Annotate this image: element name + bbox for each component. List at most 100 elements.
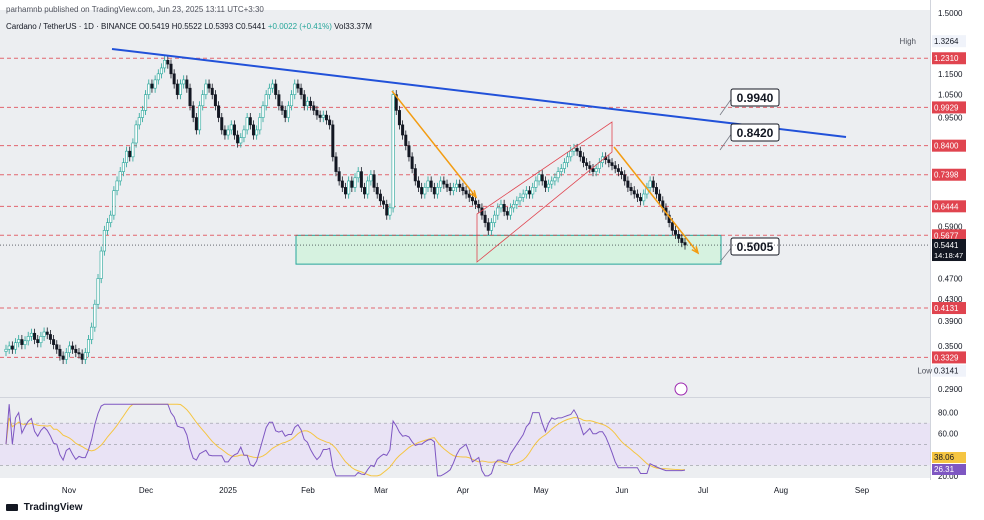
y-tick-label: 0.9500 xyxy=(938,114,963,123)
candle-body xyxy=(42,331,46,337)
callout-09940-box xyxy=(730,88,780,107)
symbol-label[interactable]: Cardano / TetherUS · 1D · BINANCE xyxy=(6,22,137,31)
candle-body xyxy=(239,137,243,144)
candle-body xyxy=(90,326,94,340)
candle-body xyxy=(531,187,535,195)
rsi-value-tag xyxy=(932,464,966,475)
tv-brand-text: TradingView xyxy=(23,502,83,513)
candle-body xyxy=(607,159,611,163)
candle-body xyxy=(575,148,579,152)
high-marker-tag xyxy=(932,35,966,48)
candle-body xyxy=(334,156,338,172)
candle-body xyxy=(442,180,446,185)
candle-body xyxy=(4,348,8,352)
candle-body xyxy=(58,348,62,357)
candle-body xyxy=(77,352,81,355)
candle-body xyxy=(680,238,684,243)
candle-body xyxy=(629,187,633,191)
candle-body xyxy=(318,114,322,118)
y-tick-label: 0.5900 xyxy=(938,222,963,231)
candle-body xyxy=(439,180,443,188)
publisher-line: parhamnb published on TradingView.com, J… xyxy=(6,5,264,14)
candle-body xyxy=(7,345,11,350)
candle-body xyxy=(543,180,547,188)
price-level-label: 0.7398 xyxy=(934,171,959,180)
candle-body xyxy=(458,183,462,188)
callout-09940-leader xyxy=(719,97,733,116)
price-level-label: 0.8400 xyxy=(934,142,959,151)
candle-body xyxy=(45,331,49,335)
candle-body xyxy=(315,110,319,116)
candle-body xyxy=(112,190,116,216)
descending-trendline xyxy=(111,48,847,138)
candle-body xyxy=(290,94,294,107)
y-tick-label: 0.3500 xyxy=(938,342,963,351)
price-level-tag xyxy=(932,302,966,315)
candle-body xyxy=(474,200,478,205)
candle-body xyxy=(52,339,56,345)
candle-body xyxy=(566,156,570,163)
candle-body xyxy=(369,174,373,182)
candle-body xyxy=(109,214,113,223)
candle-body xyxy=(229,124,233,131)
candle-body xyxy=(382,200,386,205)
candle-body xyxy=(128,150,132,158)
candle-body xyxy=(14,342,18,350)
candle-body xyxy=(470,197,474,202)
candle-body xyxy=(553,177,557,182)
candle-body xyxy=(518,197,522,202)
candle-body xyxy=(505,211,509,216)
candle-body xyxy=(271,83,275,89)
candle-body xyxy=(537,174,541,182)
candle-body xyxy=(125,150,129,163)
candle-body xyxy=(448,187,452,191)
candle-body xyxy=(169,63,173,75)
candle-body xyxy=(623,174,627,182)
rsi-ma-line xyxy=(5,403,686,477)
candle-body xyxy=(683,242,687,246)
candle-body xyxy=(581,156,585,163)
low-marker-value: 0.3141 xyxy=(934,367,959,376)
candle-body xyxy=(159,67,163,75)
y-tick-label: 0.4700 xyxy=(938,275,963,284)
candle-body xyxy=(258,117,262,131)
rsi-tick-label: 20.00 xyxy=(938,472,959,481)
candle-body xyxy=(613,165,617,169)
candle-body xyxy=(559,168,563,172)
candle-body xyxy=(23,340,27,345)
candle-body xyxy=(210,87,214,95)
candle-body xyxy=(366,180,370,195)
candle-body xyxy=(118,171,122,182)
candle-body xyxy=(423,187,427,195)
candle-body xyxy=(309,100,313,107)
candle-body xyxy=(375,187,379,195)
high-marker-label: High xyxy=(900,37,916,46)
close-value: C0.5441 xyxy=(235,22,266,31)
price-level-tag xyxy=(932,351,966,364)
candle-body xyxy=(534,180,538,188)
candle-body xyxy=(556,171,560,179)
candle-body xyxy=(626,180,630,188)
candle-body xyxy=(616,168,620,172)
candle-body xyxy=(191,105,195,118)
candle-body xyxy=(264,94,268,107)
candle-body xyxy=(499,204,503,209)
last-price-value: 0.5441 xyxy=(934,241,959,250)
candle-body xyxy=(410,156,414,169)
candle-body xyxy=(385,204,389,216)
x-tick-label: Nov xyxy=(62,486,76,495)
candle-body xyxy=(610,162,614,166)
bar-countdown: 14:18:47 xyxy=(934,251,963,260)
candle-body xyxy=(217,105,221,118)
candle-body xyxy=(166,59,170,65)
candle-body xyxy=(512,204,516,209)
candle-body xyxy=(185,79,189,89)
price-level-tag xyxy=(932,101,966,114)
tradingview-logo[interactable]: TradingView xyxy=(6,502,83,513)
candle-body xyxy=(350,180,354,188)
candle-body xyxy=(194,117,198,131)
x-tick-label: May xyxy=(533,486,548,495)
candle-body xyxy=(588,165,592,169)
price-level-label: 1.2310 xyxy=(934,54,959,63)
